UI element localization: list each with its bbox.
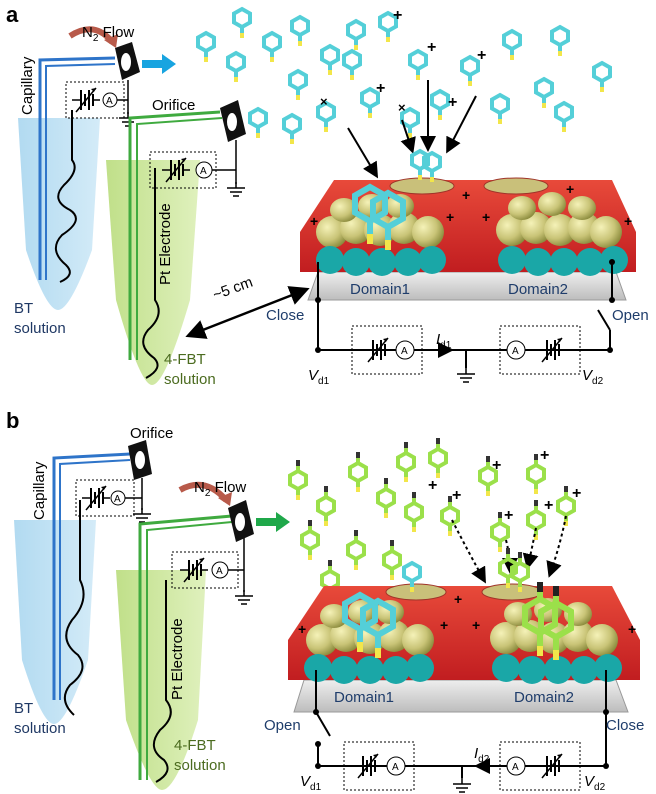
ammeter-a4 — [506, 340, 526, 360]
fbt-solution-label-a1: 4-FBT — [164, 351, 206, 368]
ammeter-b3-label: A — [392, 762, 399, 773]
bt-solution-label-a2: solution — [14, 320, 66, 337]
voltage-1-label-a: Vd1 — [308, 367, 330, 387]
ammeter-b4-label: A — [512, 762, 519, 773]
distance-label-a: ~5 cm — [211, 274, 256, 304]
current-label-a: Id1 — [436, 331, 452, 351]
electrode-label-a: Pt Electrode — [157, 203, 174, 285]
voltage-2-label-a: Vd2 — [582, 367, 604, 387]
capillary-label-b: Capillary — [31, 461, 48, 520]
bt-tube-a — [18, 118, 100, 310]
voltage-2-label-b: Vd2 — [584, 773, 606, 793]
svg-text:+: + — [566, 181, 574, 197]
svg-text:+: + — [454, 591, 462, 607]
spray-arrow-a — [142, 54, 176, 74]
current-label-b: Id2 — [474, 745, 490, 765]
circuit-box-b3 — [343, 741, 415, 791]
capillary-label-a: Capillary — [19, 56, 36, 115]
orifice-label-b: Orifice — [130, 425, 173, 442]
bt-solution-label-b2: solution — [14, 720, 66, 737]
bt-capillary-a — [38, 56, 116, 280]
svg-text:+: + — [462, 187, 470, 203]
svg-text:+: + — [482, 209, 490, 225]
ammeter-a3-label: A — [401, 346, 408, 357]
spray-arrow-b — [256, 512, 290, 532]
svg-text:×: × — [398, 100, 406, 115]
svg-text:+: + — [492, 457, 501, 474]
ammeter-a3 — [395, 340, 415, 360]
panel-b: b A Orifice Capillary A N2 Flow — [6, 408, 644, 793]
bt-capillary-b — [52, 452, 131, 700]
panel-a: a A N2 Flow Capillary A — [6, 2, 649, 388]
switch-left-label-a: Close — [266, 307, 304, 324]
fbt-capillary-a — [128, 110, 221, 360]
bt-wire-a — [55, 110, 77, 283]
voltage-1-label-b: Vd1 — [300, 773, 322, 793]
circuit-box-a4 — [499, 325, 581, 375]
svg-text:+: + — [628, 621, 636, 637]
svg-text:+: + — [544, 497, 553, 514]
ammeter-a1-label: A — [106, 96, 113, 107]
svg-text:+: + — [624, 213, 632, 229]
electrode-label-b: Pt Electrode — [169, 618, 186, 700]
svg-text:+: + — [448, 94, 457, 111]
domain2-label-a: Domain2 — [508, 281, 568, 298]
ammeter-a2-label: A — [200, 166, 207, 177]
panel-b-letter: b — [6, 408, 19, 433]
switch-right-label-b: Close — [606, 717, 644, 734]
ammeter-b3 — [386, 756, 406, 776]
distance-arrow-a — [185, 286, 310, 339]
ammeter-a4-label: A — [512, 346, 519, 357]
orifice-label-a: Orifice — [152, 97, 195, 114]
fbt-solution-label-b1: 4-FBT — [174, 737, 216, 754]
substrate-b: + + + + + Domain1 Domain2 — [288, 546, 640, 713]
svg-text:+: + — [472, 617, 480, 633]
svg-text:+: + — [393, 7, 402, 24]
charge-marks-a: + + + + + × × — [320, 7, 486, 115]
fbt-wire-a — [142, 168, 160, 379]
fbt-molecules-cloud-b — [288, 436, 576, 602]
substrate-a: + + + + + + Domain1 Domain2 — [300, 149, 636, 301]
domain2-label-b: Domain2 — [514, 689, 574, 706]
domain1-label-a: Domain1 — [350, 281, 410, 298]
n2-flow-label-b: N2 Flow — [194, 479, 246, 499]
svg-text:×: × — [320, 94, 328, 109]
svg-text:+: + — [440, 617, 448, 633]
panel-a-letter: a — [6, 2, 19, 27]
svg-text:+: + — [504, 507, 513, 524]
circuit-box-b4 — [499, 741, 581, 791]
bt-solution-label-b1: BT — [14, 700, 33, 717]
ammeter-b4 — [506, 756, 526, 776]
ammeter-b2-label: A — [216, 566, 223, 577]
svg-text:+: + — [376, 80, 385, 97]
fbt-wire-b — [153, 580, 172, 783]
svg-text:+: + — [427, 39, 436, 56]
fbt-solution-label-b2: solution — [174, 757, 226, 774]
circuit-box-a3 — [351, 325, 423, 375]
svg-text:+: + — [540, 447, 549, 464]
fbt-capillary-b — [138, 514, 233, 780]
svg-text:+: + — [310, 213, 318, 229]
bt-wire-b — [63, 500, 85, 716]
svg-text:+: + — [452, 487, 461, 504]
n2-flow-label-a: N2 Flow — [82, 24, 134, 44]
switch-left-label-b: Open — [264, 717, 301, 734]
fbt-solution-label-a2: solution — [164, 371, 216, 388]
svg-text:+: + — [298, 621, 306, 637]
charge-marks-b: + + + + + + + — [428, 447, 581, 524]
svg-text:+: + — [446, 209, 454, 225]
bt-solution-label-a1: BT — [14, 300, 33, 317]
ammeter-b1-label: A — [114, 494, 121, 505]
svg-text:+: + — [572, 485, 581, 502]
domain1-label-b: Domain1 — [334, 689, 394, 706]
switch-right-label-a: Open — [612, 307, 649, 324]
svg-text:+: + — [428, 477, 437, 494]
svg-text:+: + — [477, 47, 486, 64]
